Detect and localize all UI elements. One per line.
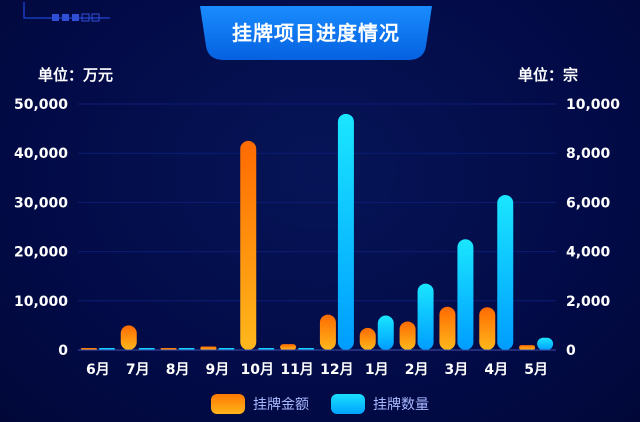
- y-right-tick-label: 10,000: [566, 97, 620, 113]
- chart-title: 挂牌项目进度情况: [232, 21, 400, 45]
- y-right-tick-label: 8,000: [566, 146, 611, 162]
- y-left-tick-label: 10,000: [14, 294, 68, 310]
- bar-count: [417, 283, 434, 350]
- y-left-tick-label: 50,000: [14, 97, 68, 113]
- bar-count: [497, 195, 514, 350]
- bar-amount: [120, 325, 137, 350]
- y-left-tick-label: 30,000: [14, 195, 68, 211]
- bar-amount: [280, 344, 297, 350]
- corner-decoration: [23, 2, 110, 22]
- right-axis-unit: 单位：宗: [518, 66, 579, 84]
- legend-item-amount[interactable]: 挂牌金额: [211, 394, 309, 414]
- legend-item-count[interactable]: 挂牌数量: [331, 394, 429, 414]
- y-left-tick-label: 40,000: [14, 146, 68, 162]
- y-right-tick-label: 2,000: [566, 294, 611, 310]
- legend-swatch-amount: [211, 394, 245, 414]
- title-banner: [200, 6, 432, 60]
- legend-label-amount: 挂牌金额: [253, 397, 309, 413]
- x-tick-label: 8月: [166, 362, 190, 378]
- bar-amount: [200, 346, 217, 350]
- bar-amount: [519, 345, 536, 350]
- bar-count: [337, 113, 354, 350]
- x-tick-label: 6月: [86, 362, 110, 378]
- legend-swatch-count: [331, 394, 365, 414]
- x-tick-label: 5月: [524, 362, 548, 378]
- x-tick-label: 11月: [280, 362, 313, 378]
- bar-count: [457, 239, 474, 350]
- x-tick-label: 10月: [241, 362, 274, 378]
- bar-amount: [479, 307, 496, 350]
- bar-amount: [319, 314, 336, 350]
- y-left-tick-label: 0: [58, 343, 68, 359]
- y-right-tick-label: 4,000: [566, 245, 611, 261]
- y-right-tick-label: 0: [566, 343, 576, 359]
- bar-amount: [240, 140, 257, 350]
- y-right-tick-label: 6,000: [566, 195, 611, 211]
- bar-amount: [439, 306, 456, 350]
- x-tick-label: 4月: [484, 362, 508, 378]
- legend-label-count: 挂牌数量: [373, 397, 429, 413]
- x-tick-label: 12月: [320, 362, 353, 378]
- x-tick-label: 3月: [445, 362, 469, 378]
- x-tick-label: 7月: [126, 362, 150, 378]
- bar-count: [377, 315, 394, 350]
- bar-amount: [399, 321, 416, 350]
- y-left-tick-label: 20,000: [14, 245, 68, 261]
- x-tick-label: 9月: [206, 362, 230, 378]
- x-tick-label: 1月: [365, 362, 389, 378]
- legend: 挂牌金额 挂牌数量: [0, 392, 640, 416]
- left-axis-unit: 单位：万元: [38, 66, 114, 84]
- x-tick-label: 2月: [405, 362, 429, 378]
- bar-amount: [359, 327, 376, 350]
- bar-count: [537, 337, 554, 350]
